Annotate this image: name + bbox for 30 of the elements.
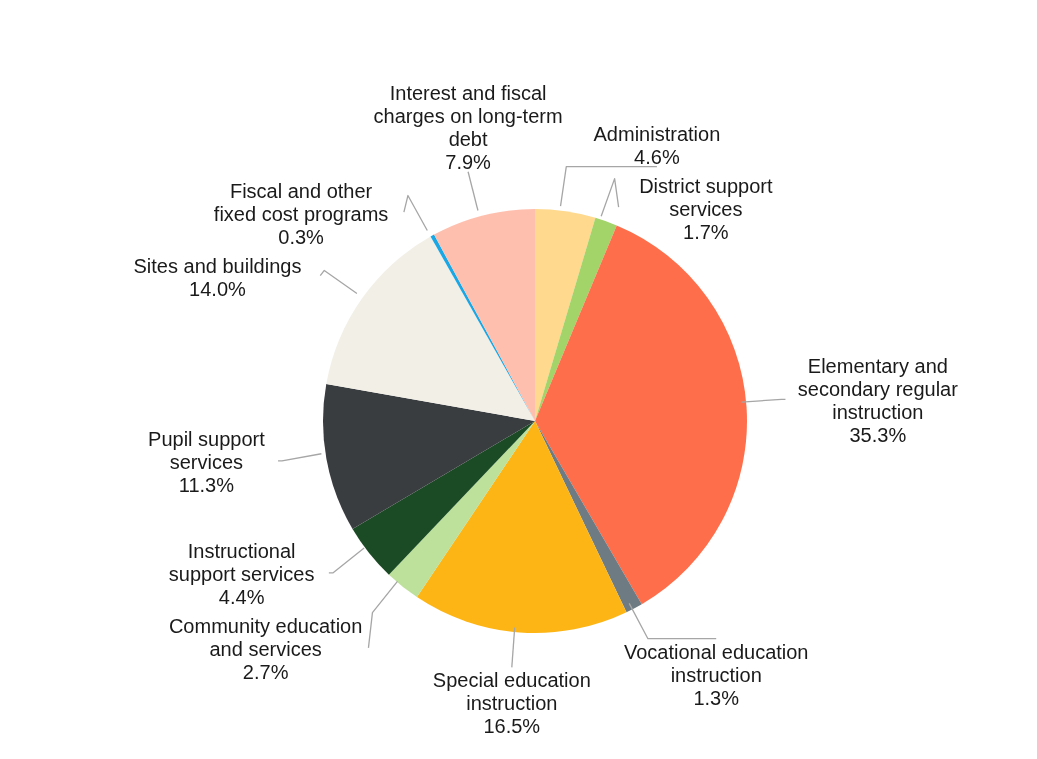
data-label: 14.0% — [189, 277, 247, 300]
data-label: 1.7% — [683, 220, 729, 243]
data-label: 16.5% — [483, 715, 541, 738]
slice-label: Community education and services — [168, 615, 363, 661]
slice-label: Instructional support services — [168, 540, 315, 586]
pie-slice — [388, 421, 535, 598]
slice-label: Special education instruction — [432, 669, 591, 715]
data-label: 11.3% — [178, 474, 235, 497]
slice-label: Sites and buildings — [133, 254, 302, 277]
data-label: 2.7% — [242, 661, 289, 684]
slice-label: Elementary and secondary regular instruction — [797, 355, 959, 424]
slice-label: Interest and fiscal charges on long-term debt — [373, 81, 563, 150]
pie-slice — [535, 225, 747, 605]
slice-label: Fiscal and other fixed cost programs — [213, 179, 389, 225]
slice-label: Administration — [593, 122, 721, 145]
pie-slice — [326, 236, 535, 421]
slice-label: Pupil support services — [148, 428, 266, 474]
data-label: 0.3% — [278, 225, 325, 248]
data-label: 1.3% — [693, 686, 740, 709]
data-label: 4.4% — [218, 586, 265, 609]
pie-slice — [416, 421, 627, 633]
pie-slice — [535, 209, 596, 421]
data-label: 4.6% — [634, 145, 680, 168]
slice-label: Vocational education instruction — [623, 640, 809, 686]
data-label: 35.3% — [849, 424, 907, 447]
pie-slice — [535, 217, 617, 421]
pie-slice — [352, 421, 535, 575]
data-label: 7.9% — [445, 150, 492, 173]
slice-label: District support services — [639, 174, 773, 220]
pie-slice — [323, 383, 535, 529]
